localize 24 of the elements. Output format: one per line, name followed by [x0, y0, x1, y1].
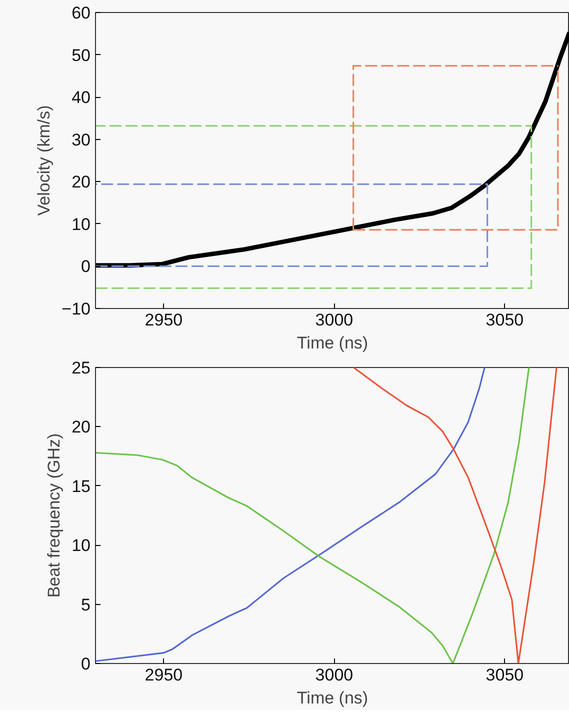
- y-tick-label: 0: [81, 654, 91, 674]
- y-tick-label: 0: [81, 257, 91, 276]
- y-tick-label: −10: [62, 300, 91, 318]
- y-tick-label: 5: [81, 595, 91, 614]
- x-tick-label: 3050: [486, 666, 524, 684]
- y-tick-label: 10: [72, 214, 91, 234]
- y-tick-label: 20: [72, 172, 91, 192]
- x-tick-label: 3050: [486, 310, 524, 330]
- x-tick-label: 3000: [315, 310, 354, 330]
- y-tick-label: 25: [72, 358, 91, 378]
- y-tick-label: 40: [72, 88, 91, 108]
- x-tick-label: 2950: [144, 666, 183, 684]
- y-tick-label: 20: [72, 418, 91, 437]
- y-tick-label: 15: [72, 476, 91, 496]
- y-tick-label: 10: [72, 536, 91, 556]
- x-axis-title: Time (ns): [296, 334, 368, 352]
- x-tick-label: 2950: [144, 310, 183, 330]
- y-tick-label: 60: [72, 4, 91, 22]
- x-tick-label: 3000: [315, 666, 354, 684]
- y-axis-title: Beat frequency (GHz): [44, 433, 64, 598]
- y-tick-label: 50: [72, 46, 91, 65]
- y-tick-label: 30: [72, 130, 91, 150]
- y-axis-title: Velocity (km/s): [34, 105, 54, 216]
- x-axis-title: Time (ns): [296, 688, 368, 708]
